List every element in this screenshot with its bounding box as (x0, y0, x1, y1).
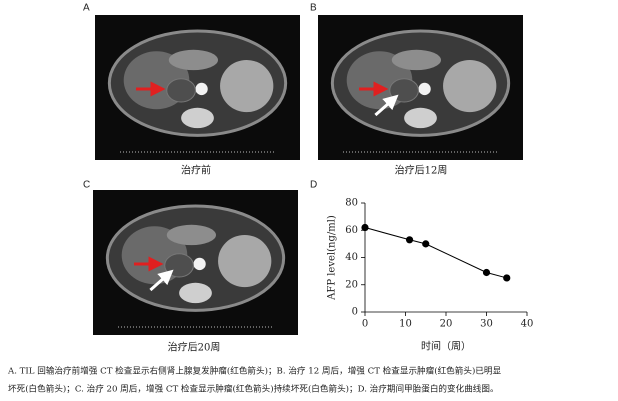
ct-spleen (220, 59, 274, 113)
ct-gut (391, 49, 441, 71)
x-tick-label: 20 (440, 319, 453, 330)
ct-aorta (418, 82, 431, 96)
ct-images (93, 15, 523, 335)
figure-caption: A. TIL 回输治疗前增强 CT 检查显示右侧肾上腺复发肿瘤(红色箭头)；B.… (7, 365, 501, 377)
panel-label: D (310, 180, 317, 191)
y-axis-label: AFP level(ng/ml) (327, 215, 338, 301)
x-tick-label: 10 (399, 319, 412, 330)
panel-caption: 治疗前 (181, 164, 211, 177)
x-tick-label: 0 (362, 319, 368, 330)
ct-tumor (166, 78, 196, 103)
figure-caption: 坏死(白色箭头)；C. 治疗 20 周后，增强 CT 检查显示肿瘤(红色箭头)持… (8, 383, 499, 395)
x-tick-label: 30 (480, 319, 493, 330)
ct-tumor (389, 78, 419, 103)
data-point (405, 236, 414, 244)
line-chart: 0 20 40 60 80 0 10 20 30 40 时间（周） AFP level(ng/ml) (327, 198, 534, 353)
x-axis-label: 时间（周） (421, 340, 471, 353)
panel-caption: 治疗后12周 (395, 164, 448, 177)
panel-label: B (310, 3, 317, 14)
data-point (361, 223, 369, 232)
ct-spine (179, 282, 212, 304)
ct-image (93, 190, 298, 335)
ct-spine (404, 107, 437, 129)
ct-image (318, 15, 523, 160)
ct-spleen (218, 234, 272, 288)
ct-tumor (164, 253, 194, 278)
panel-label: A (83, 3, 90, 14)
data-point (503, 274, 511, 282)
y-tick-label: 0 (352, 307, 358, 318)
y-tick-label: 80 (345, 198, 358, 209)
data-point (422, 240, 430, 248)
ct-spine (181, 107, 214, 129)
data-point (482, 268, 491, 277)
ct-spleen (443, 59, 497, 113)
ct-gut (168, 49, 218, 71)
panel-caption: 治疗后20周 (168, 341, 221, 354)
x-tick-label: 40 (521, 319, 534, 330)
ct-aorta (195, 82, 208, 96)
panel-label: C (83, 180, 90, 191)
ct-image (95, 15, 300, 160)
y-tick-label: 20 (345, 279, 358, 290)
white-arrow (374, 94, 399, 117)
y-tick-label: 60 (345, 225, 358, 236)
white-arrow (149, 269, 174, 292)
y-tick-label: 40 (345, 252, 358, 263)
ct-gut (166, 224, 216, 246)
ct-aorta (193, 257, 206, 271)
